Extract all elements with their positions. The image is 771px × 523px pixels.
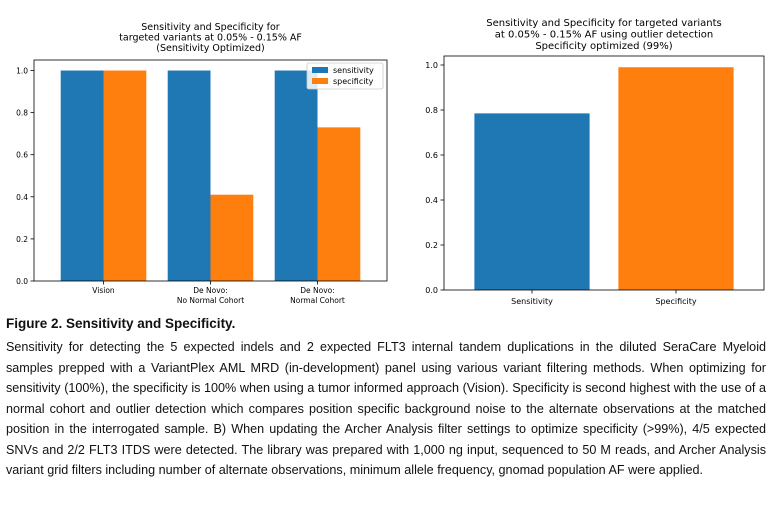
bar-specificity-2 — [317, 127, 361, 281]
legend-label-specificity: specificity — [333, 77, 374, 86]
figure-caption: Figure 2. Sensitivity and Specificity. S… — [6, 316, 766, 481]
bar-specificity-0 — [103, 70, 147, 282]
legend-label-sensitivity: sensitivity — [333, 66, 374, 75]
chart-specificity-optimized: Sensitivity and Specificity for targeted… — [425, 18, 765, 306]
chart-sensitivity-optimized: Sensitivity and Specificity fortargeted … — [16, 22, 388, 305]
x-tick-label: Sensitivity — [511, 297, 553, 306]
chart-title-line: targeted variants at 0.05% - 0.15% AF — [119, 33, 302, 44]
x-tick-label: No Normal Cohort — [177, 296, 244, 305]
chart-title-line: Specificity optimized (99%) — [535, 41, 672, 52]
bar-specificity-1 — [210, 194, 254, 281]
y-tick-label: 0.0 — [16, 277, 28, 286]
y-tick-label: 0.8 — [425, 106, 438, 115]
x-tick-label: Vision — [92, 286, 115, 295]
y-tick-label: 0.6 — [16, 151, 28, 160]
y-tick-label: 1.0 — [16, 67, 28, 76]
chart-title-line: (Sensitivity Optimized) — [156, 43, 265, 54]
legend-swatch-sensitivity — [312, 67, 328, 73]
bar-sensitivity-2 — [274, 70, 318, 282]
figure-title: Figure 2. Sensitivity and Specificity. — [6, 316, 236, 331]
y-tick-label: 0.2 — [425, 241, 438, 250]
x-tick-label: De Novo: — [193, 286, 228, 295]
chart-title-line: at 0.05% - 0.15% AF using outlier detect… — [495, 30, 713, 41]
bar-sensitivity-0 — [60, 70, 104, 282]
y-tick-label: 0.6 — [425, 151, 438, 160]
y-tick-label: 0.8 — [16, 109, 28, 118]
x-tick-label: Specificity — [655, 297, 696, 306]
figure-description: Sensitivity for detecting the 5 expected… — [6, 340, 766, 477]
x-tick-label: Normal Cohort — [290, 296, 345, 305]
chart-title-line: Sensitivity and Specificity for — [141, 22, 280, 33]
bar-0 — [474, 113, 590, 290]
y-tick-label: 0.2 — [16, 235, 28, 244]
chart-title-line: Sensitivity and Specificity for targeted… — [486, 18, 722, 29]
y-tick-label: 0.0 — [425, 286, 438, 295]
bar-1 — [618, 67, 734, 290]
y-tick-label: 0.4 — [16, 193, 28, 202]
bar-sensitivity-1 — [167, 70, 211, 282]
x-tick-label: De Novo: — [300, 286, 335, 295]
plot-frame — [443, 55, 765, 291]
y-tick-label: 1.0 — [425, 61, 438, 70]
legend-swatch-specificity — [312, 78, 328, 84]
y-tick-label: 0.4 — [425, 196, 438, 205]
